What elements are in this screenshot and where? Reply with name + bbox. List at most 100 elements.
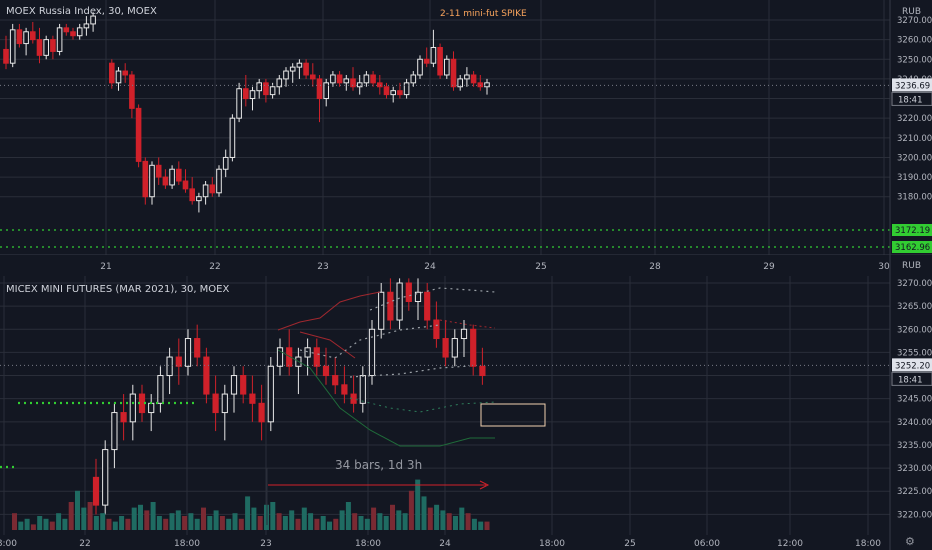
chart-overlays: [0, 287, 890, 525]
candle-body: [283, 70, 289, 80]
candle-body: [175, 356, 182, 367]
measure-arrowhead: [479, 480, 490, 490]
volume-bar: [219, 516, 225, 530]
volume-bar: [345, 502, 351, 530]
top-y-tick-label: 3250.00: [897, 55, 932, 65]
top-chart-title: MOEX Russia Index, 30, MOEX: [6, 6, 157, 17]
volume-bar: [390, 504, 395, 530]
candle-body: [377, 82, 383, 88]
candle-body: [111, 412, 118, 451]
top-currency-label: RUB: [902, 7, 921, 17]
candle-body: [169, 168, 175, 186]
volume-bar: [282, 516, 288, 530]
candle-body: [450, 58, 457, 88]
candle-body: [189, 188, 195, 202]
volume-bar: [144, 510, 150, 530]
candle-body: [479, 365, 486, 377]
volume-bar: [465, 513, 471, 530]
volume-bar: [213, 510, 219, 530]
bottom-y-tick-label: 3220.00: [897, 510, 932, 520]
candle-body: [383, 86, 390, 96]
top-x-tick-label: 21: [100, 262, 111, 272]
last-price-badge-label: 3236.69: [895, 81, 930, 91]
candle-body: [249, 90, 256, 100]
volume-bar: [276, 513, 282, 530]
volume-bar: [106, 518, 112, 530]
candle-body: [433, 319, 440, 340]
candle-body: [155, 164, 162, 178]
candle-body: [442, 338, 449, 358]
bottom-y-tick-label: 3240.00: [897, 418, 932, 428]
volume-bar: [182, 516, 188, 530]
candle-body: [212, 393, 219, 414]
volume-bar: [12, 513, 17, 530]
volume-bar: [131, 507, 137, 530]
level-badge: [892, 241, 932, 253]
candle-body: [444, 58, 450, 76]
candle-body: [477, 82, 484, 88]
candle-body: [332, 375, 339, 386]
candle-body: [194, 338, 201, 358]
candle-body: [269, 86, 276, 96]
volume-bar: [377, 513, 383, 530]
candle-body: [43, 39, 50, 56]
candle-body: [350, 78, 356, 88]
volume-bar: [194, 518, 200, 530]
top-y-tick-label: 3210.00: [897, 134, 932, 144]
candle-body: [184, 338, 192, 367]
candle-body: [222, 156, 229, 170]
top-x-tick-label: 23: [317, 262, 328, 272]
volume-bar: [125, 518, 131, 530]
candle-body: [256, 82, 262, 92]
volume-bar: [484, 521, 490, 530]
bottom-grid: [0, 276, 890, 535]
volume-bar: [232, 513, 238, 530]
spike-annotation: 2-11 mini-fut SPIKE: [440, 9, 527, 19]
last-price-badge-label: 3252.20: [895, 361, 930, 371]
top-x-tick-label: 28: [649, 262, 661, 272]
level-badge: [892, 224, 932, 236]
volume-bar: [49, 521, 55, 530]
candle-body: [330, 74, 336, 84]
candle-body: [83, 23, 90, 29]
top-y-tick-label: 3260.00: [897, 36, 932, 46]
top-x-tick-label: 29: [763, 262, 775, 272]
bottom-x-tick-label: 06:00: [694, 539, 720, 549]
volume-bar: [68, 502, 74, 530]
candle-body: [230, 375, 238, 395]
volume-bar: [93, 516, 99, 530]
volume-bar: [81, 507, 87, 530]
volume-bar: [37, 516, 43, 530]
volume-bar: [238, 518, 244, 530]
volume-bar: [352, 513, 358, 530]
volume-bar: [308, 513, 314, 530]
candle-body: [229, 117, 236, 158]
bottom-y-tick-label: 3260.00: [897, 325, 932, 335]
candle-body: [423, 58, 430, 64]
candle-body: [9, 29, 16, 64]
volume-bar: [257, 516, 263, 530]
top-y-tick-label: 3200.00: [897, 153, 932, 163]
bottom-candles: [92, 278, 486, 515]
volume-bar: [112, 521, 118, 530]
candle-body: [368, 328, 376, 377]
volume-bar: [100, 513, 106, 530]
candle-body: [341, 384, 348, 395]
candle-body: [236, 88, 242, 119]
bottom-x-tick-label: 18:00: [174, 539, 200, 549]
candle-body: [142, 160, 149, 198]
candle-body: [370, 74, 376, 84]
volume-bar: [62, 518, 68, 530]
top-candles: [0, 12, 890, 248]
candle-body: [313, 347, 320, 367]
candle-body: [221, 393, 228, 414]
candle-body: [129, 74, 135, 109]
candle-body: [115, 70, 122, 84]
candle-body: [216, 168, 222, 194]
candle-body: [120, 412, 127, 423]
volume-bar: [333, 518, 339, 530]
candle-body: [356, 82, 363, 88]
volume-bar: [169, 513, 175, 530]
